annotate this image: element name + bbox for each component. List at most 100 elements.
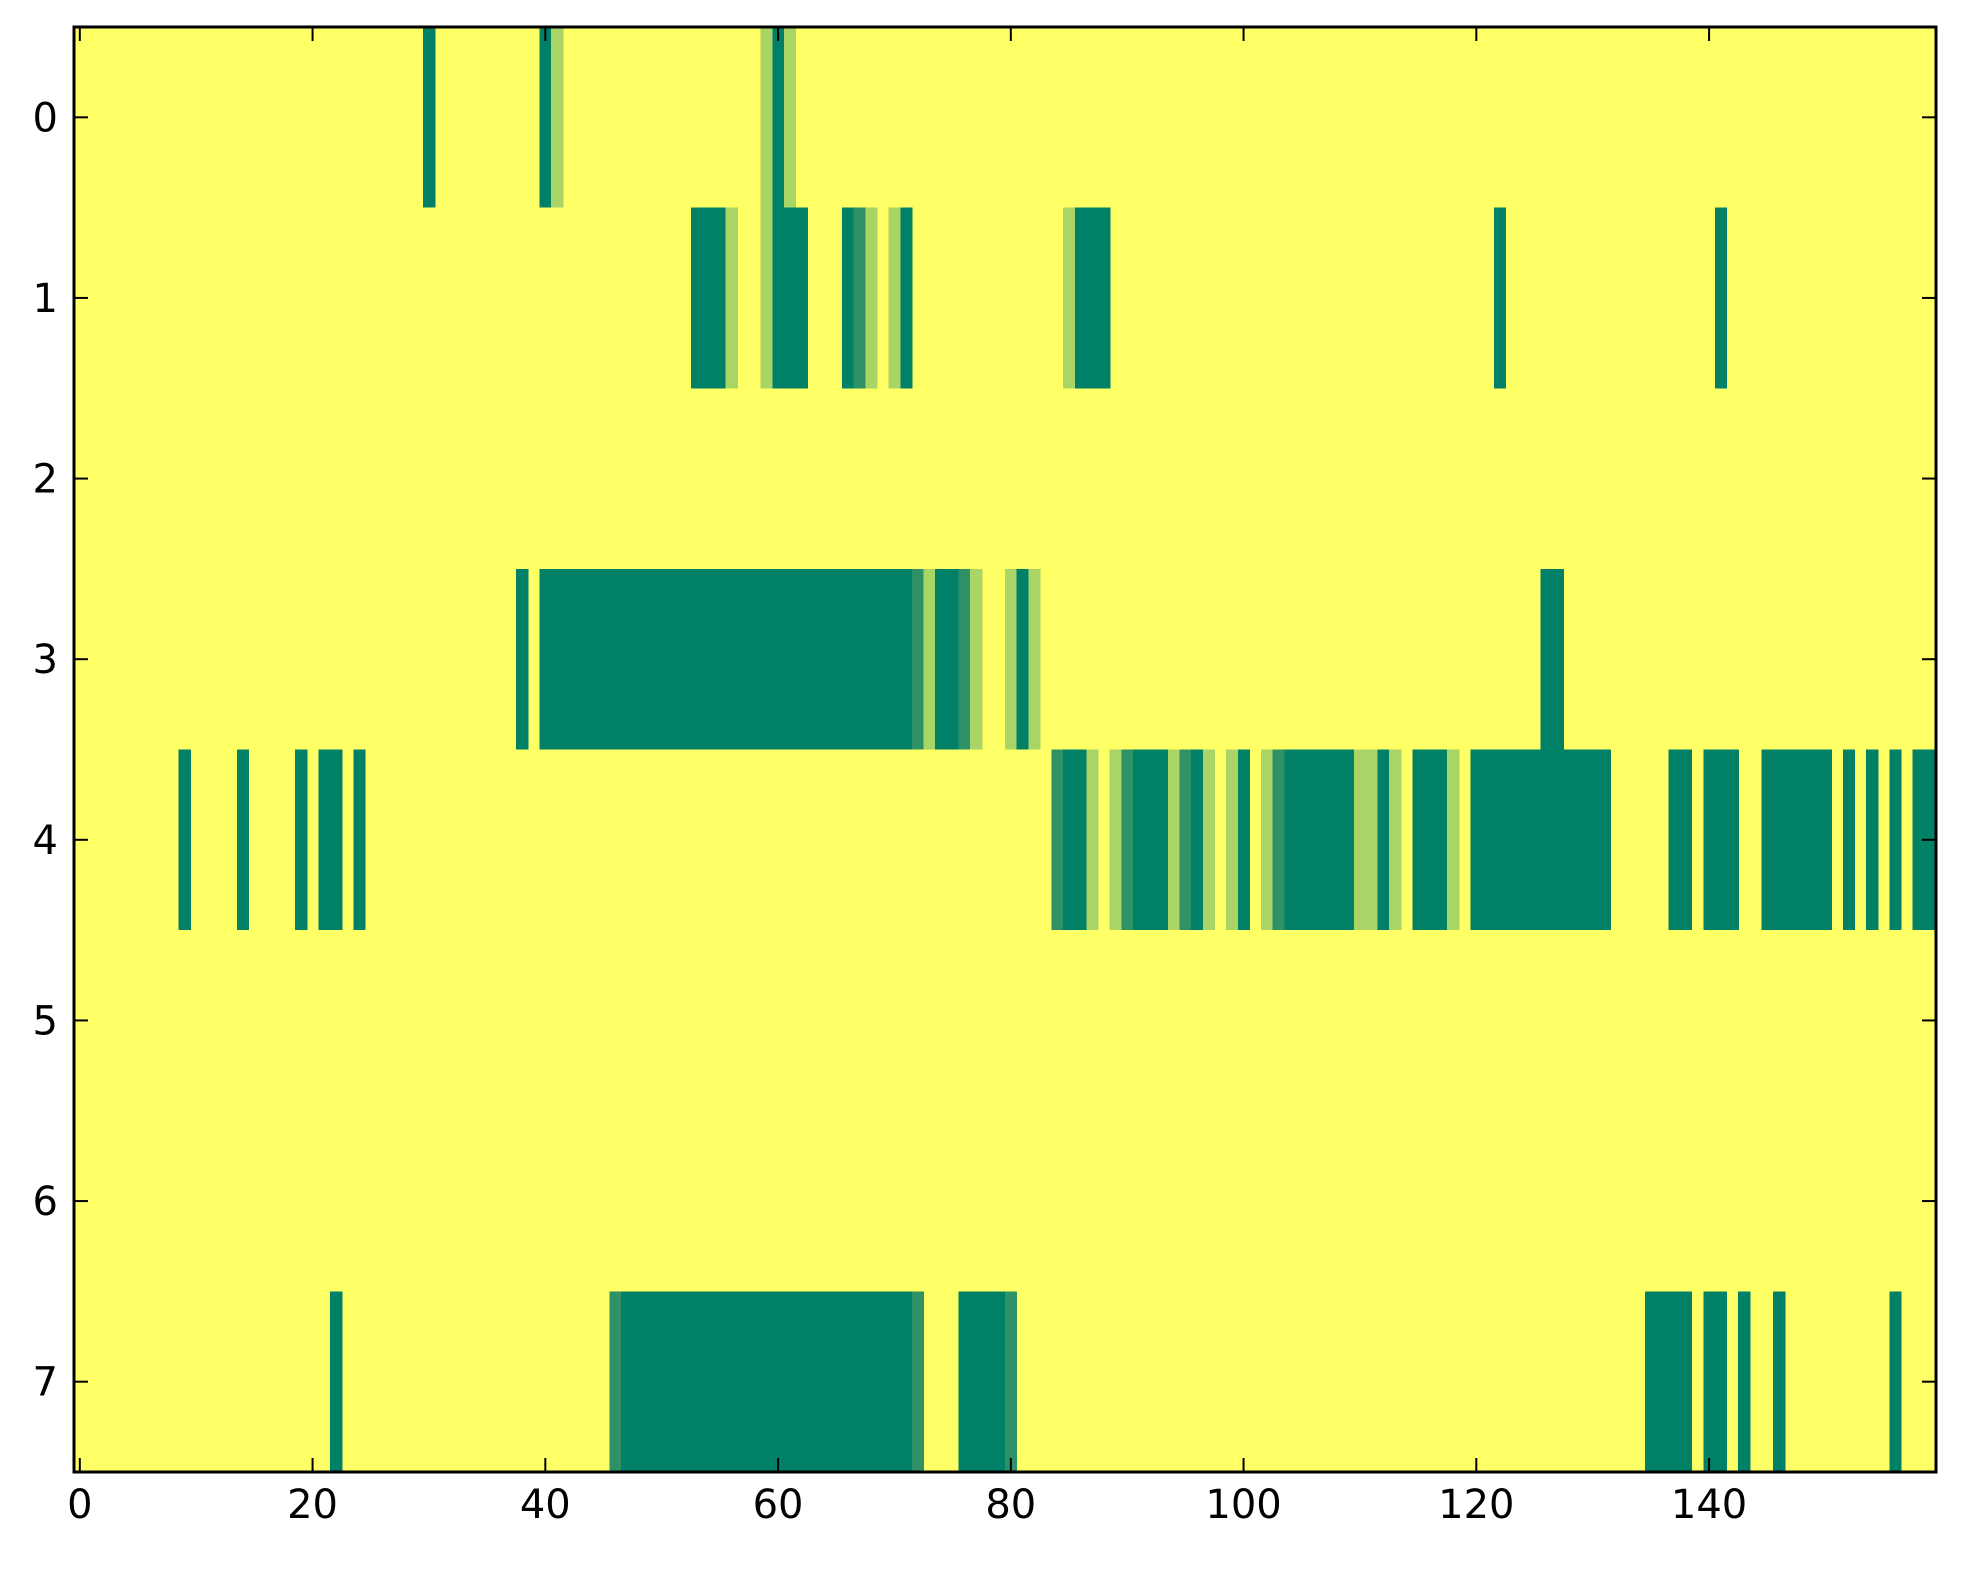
x-tick-label: 20 xyxy=(287,1482,338,1528)
heatmap-cell xyxy=(1133,749,1146,931)
heatmap-cell xyxy=(1342,749,1355,931)
heatmap-cell xyxy=(1435,749,1448,931)
heatmap-cell xyxy=(1517,749,1530,931)
heatmap-cell xyxy=(795,207,808,389)
heatmap-cell xyxy=(655,1291,669,1473)
axis-tick-labels: 0 20 40 60 80 100 120 140 0 1 2 3 4 5 6 7 xyxy=(33,95,1748,1528)
heatmap-cell xyxy=(888,568,901,750)
y-tick-label: 3 xyxy=(33,637,58,683)
heatmap-cell xyxy=(842,1291,855,1473)
heatmap-cell xyxy=(551,27,564,208)
heatmap-cell xyxy=(946,568,960,750)
heatmap-cell xyxy=(690,568,704,750)
y-tick-label: 4 xyxy=(33,818,58,864)
heatmap-cell xyxy=(772,207,785,389)
heatmap-cell xyxy=(1912,749,1925,931)
heatmap-cell xyxy=(993,1291,1006,1473)
heatmap-cell xyxy=(353,749,366,931)
x-tick-label: 40 xyxy=(520,1482,571,1528)
heatmap-cell xyxy=(1679,749,1693,931)
heatmap-cell xyxy=(830,1291,843,1473)
heatmap-cell xyxy=(609,1291,622,1473)
heatmap-cell xyxy=(772,27,785,208)
y-tick-label: 0 xyxy=(33,95,58,141)
heatmap-cell xyxy=(783,27,797,208)
heatmap-cell xyxy=(911,568,925,750)
heatmap-cell xyxy=(690,207,704,389)
heatmap-cell xyxy=(818,568,832,750)
heatmap-cell xyxy=(1563,749,1576,931)
heatmap-cell xyxy=(725,568,738,750)
x-tick-label: 60 xyxy=(753,1482,804,1528)
heatmap-cell xyxy=(1889,749,1902,931)
heatmap-cell xyxy=(772,568,785,750)
heatmap-cell xyxy=(1738,1291,1751,1473)
heatmap-cell xyxy=(725,1291,738,1473)
heatmap-cell xyxy=(1377,749,1390,931)
heatmap-cell xyxy=(178,749,191,931)
heatmap-cell xyxy=(1330,749,1344,931)
heatmap-cell xyxy=(1074,207,1088,389)
heatmap-cell xyxy=(1842,749,1856,931)
heatmap-cell xyxy=(1656,1291,1669,1473)
heatmap-cell xyxy=(1528,749,1541,931)
heatmap-cell xyxy=(1714,207,1728,389)
heatmap-cell xyxy=(900,568,913,750)
heatmap-cell xyxy=(772,1291,785,1473)
heatmap-cell xyxy=(853,568,866,750)
heatmap-cell xyxy=(1389,749,1402,931)
heatmap-cells xyxy=(74,27,1937,1473)
heatmap-cell xyxy=(1272,749,1285,931)
heatmap-cell xyxy=(1493,749,1507,931)
heatmap-cell xyxy=(783,207,797,389)
heatmap-cell xyxy=(1668,1291,1681,1473)
x-tick-label: 100 xyxy=(1205,1482,1281,1528)
heatmap-cell xyxy=(667,1291,680,1473)
heatmap-cell xyxy=(958,1291,971,1473)
heatmap-cell xyxy=(935,568,948,750)
heatmap-cell xyxy=(737,1291,750,1473)
heatmap-cell xyxy=(330,749,343,931)
heatmap-cell xyxy=(1005,1291,1018,1473)
heatmap-cell xyxy=(295,749,308,931)
heatmap-cell xyxy=(597,568,610,750)
heatmap-cell xyxy=(1575,749,1588,931)
heatmap-cell xyxy=(900,1291,913,1473)
heatmap-cell xyxy=(1295,749,1309,931)
heatmap-cell xyxy=(1307,749,1320,931)
heatmap-cell xyxy=(760,568,773,750)
heatmap-cell xyxy=(1773,1291,1786,1473)
heatmap-cell xyxy=(679,568,692,750)
heatmap-cell xyxy=(1482,749,1495,931)
y-tick-label: 1 xyxy=(33,276,58,322)
heatmap-cell xyxy=(644,568,657,750)
heatmap-cell xyxy=(1598,749,1611,931)
heatmap-cell xyxy=(1551,568,1565,750)
heatmap-cell xyxy=(423,27,436,208)
heatmap-cell xyxy=(318,749,331,931)
heatmap-cell xyxy=(1005,568,1018,750)
heatmap-cell xyxy=(702,568,715,750)
heatmap-cell xyxy=(970,1291,983,1473)
heatmap-cell xyxy=(1726,749,1739,931)
heatmap-cell xyxy=(865,568,878,750)
heatmap-cell xyxy=(1807,749,1821,931)
heatmap-cell xyxy=(609,568,622,750)
heatmap-cell xyxy=(562,568,576,750)
heatmap-cell xyxy=(748,568,762,750)
heatmap-cell xyxy=(1016,568,1029,750)
heatmap-cell xyxy=(702,1291,715,1473)
heatmap-cell xyxy=(1679,1291,1693,1473)
heatmap-cell xyxy=(1470,749,1483,931)
heatmap-cell xyxy=(1284,749,1297,931)
heatmap-cell xyxy=(1109,749,1122,931)
heatmap-cell xyxy=(876,568,890,750)
heatmap-cell xyxy=(1063,749,1076,931)
x-tick-label: 80 xyxy=(985,1482,1036,1528)
heatmap-cell xyxy=(1505,749,1518,931)
heatmap-cell xyxy=(1668,749,1681,931)
heatmap-cell xyxy=(1098,207,1111,389)
heatmap-cell xyxy=(1423,749,1437,931)
heatmap-cell xyxy=(748,1291,762,1473)
